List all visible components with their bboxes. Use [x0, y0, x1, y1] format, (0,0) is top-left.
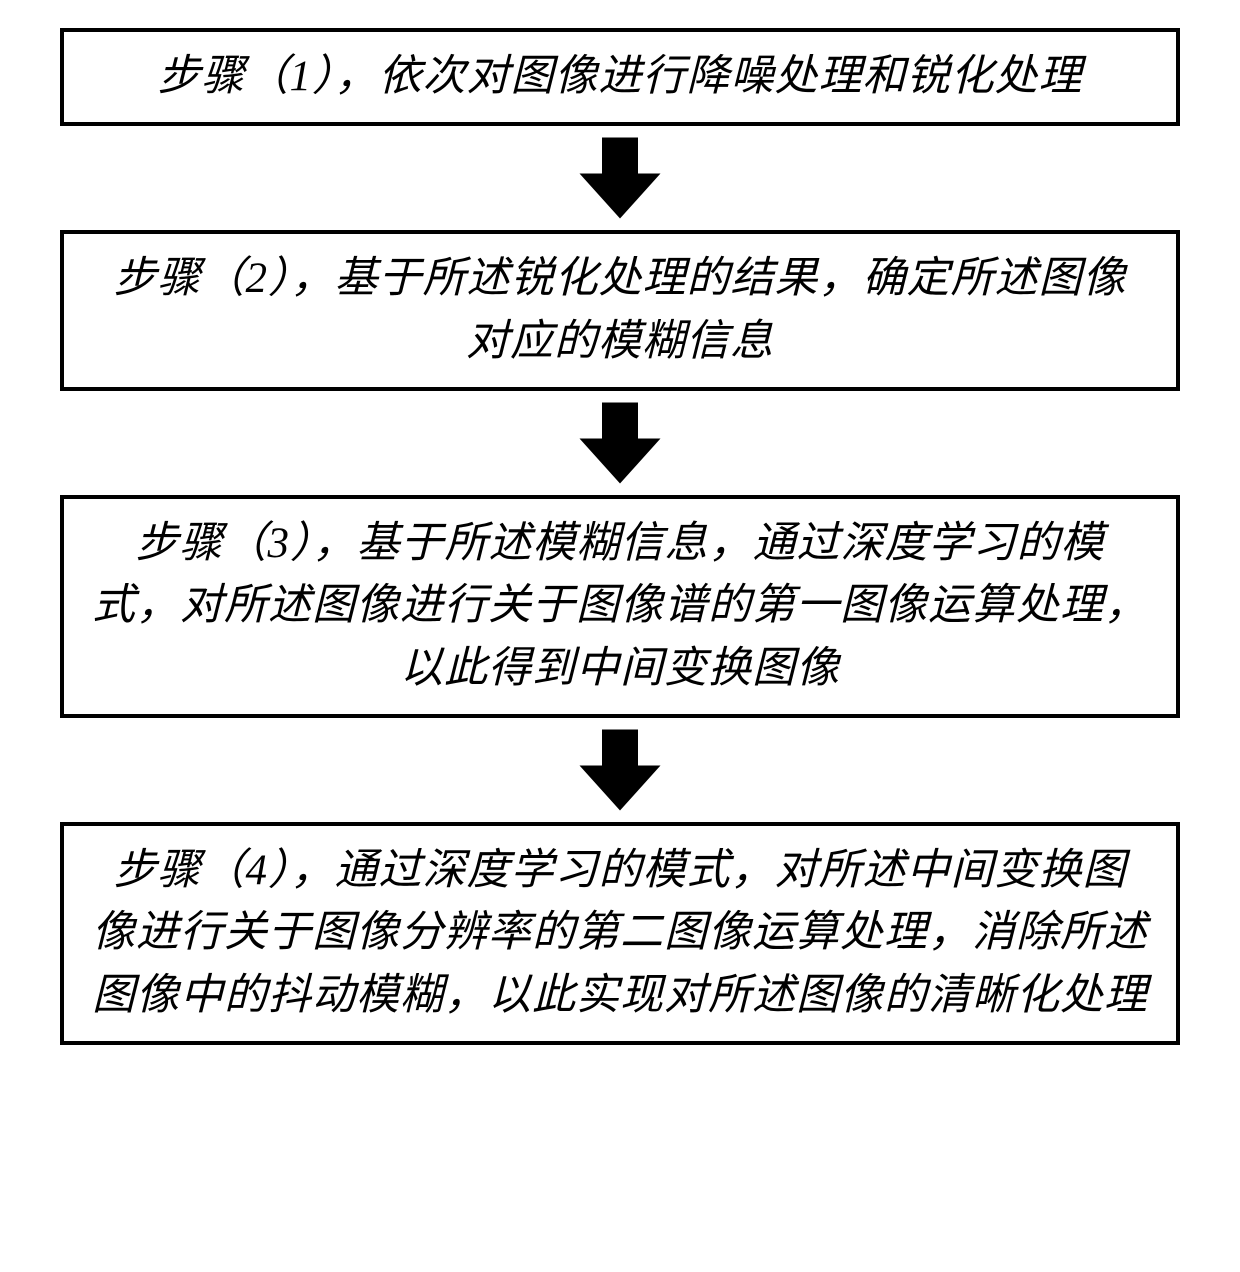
- down-arrow-icon: [575, 398, 665, 488]
- flowchart-step-3: 步骤（3），基于所述模糊信息，通过深度学习的模式，对所述图像进行关于图像谱的第一…: [60, 495, 1180, 718]
- step-3-text: 步骤（3），基于所述模糊信息，通过深度学习的模式，对所述图像进行关于图像谱的第一…: [92, 513, 1148, 700]
- arrow-3-to-4: [575, 720, 665, 820]
- step-2-text: 步骤（2），基于所述锐化处理的结果，确定所述图像对应的模糊信息: [92, 248, 1148, 373]
- down-arrow-icon: [575, 725, 665, 815]
- arrow-2-to-3: [575, 393, 665, 493]
- arrow-1-to-2: [575, 128, 665, 228]
- flowchart-step-1: 步骤（1），依次对图像进行降噪处理和锐化处理: [60, 28, 1180, 126]
- step-4-text: 步骤（4），通过深度学习的模式，对所述中间变换图像进行关于图像分辨率的第二图像运…: [92, 840, 1148, 1027]
- flowchart-container: 步骤（1），依次对图像进行降噪处理和锐化处理 步骤（2），基于所述锐化处理的结果…: [0, 28, 1240, 1045]
- flowchart-step-4: 步骤（4），通过深度学习的模式，对所述中间变换图像进行关于图像分辨率的第二图像运…: [60, 822, 1180, 1045]
- down-arrow-icon: [575, 133, 665, 223]
- flowchart-step-2: 步骤（2），基于所述锐化处理的结果，确定所述图像对应的模糊信息: [60, 230, 1180, 391]
- step-1-text: 步骤（1），依次对图像进行降噪处理和锐化处理: [158, 46, 1083, 108]
